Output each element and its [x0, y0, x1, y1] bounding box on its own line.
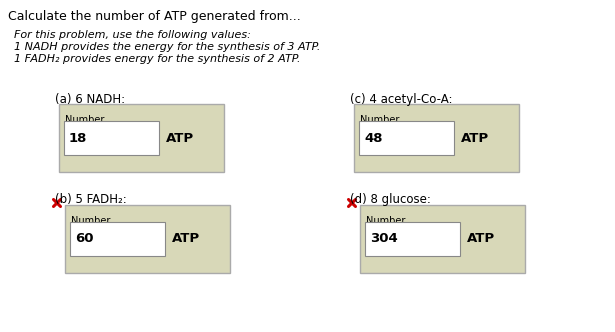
FancyBboxPatch shape [64, 121, 159, 155]
Text: Number: Number [71, 216, 110, 226]
Text: 60: 60 [75, 232, 93, 245]
Text: (d) 8 glucose:: (d) 8 glucose: [350, 193, 431, 206]
FancyBboxPatch shape [359, 121, 454, 155]
FancyBboxPatch shape [354, 104, 519, 172]
Text: ATP: ATP [166, 131, 194, 144]
Text: 1 NADH provides the energy for the synthesis of 3 ATP.: 1 NADH provides the energy for the synth… [14, 42, 320, 52]
FancyBboxPatch shape [65, 205, 230, 273]
Text: ATP: ATP [172, 232, 200, 245]
Text: 48: 48 [364, 131, 383, 144]
FancyBboxPatch shape [59, 104, 224, 172]
Text: 304: 304 [370, 232, 398, 245]
Text: 18: 18 [69, 131, 87, 144]
Text: For this problem, use the following values:: For this problem, use the following valu… [14, 30, 251, 40]
Text: (a) 6 NADH:: (a) 6 NADH: [55, 93, 125, 106]
Text: Calculate the number of ATP generated from...: Calculate the number of ATP generated fr… [8, 10, 301, 23]
Text: Number: Number [360, 115, 399, 125]
FancyBboxPatch shape [360, 205, 525, 273]
Text: Number: Number [65, 115, 105, 125]
Text: (b) 5 FADH₂:: (b) 5 FADH₂: [55, 193, 127, 206]
Text: 1 FADH₂ provides energy for the synthesis of 2 ATP.: 1 FADH₂ provides energy for the synthesi… [14, 54, 301, 64]
Text: (c) 4 acetyl-Co-A:: (c) 4 acetyl-Co-A: [350, 93, 453, 106]
Text: Number: Number [366, 216, 405, 226]
FancyBboxPatch shape [70, 222, 165, 256]
FancyBboxPatch shape [365, 222, 460, 256]
Text: ATP: ATP [461, 131, 489, 144]
Text: ATP: ATP [467, 232, 495, 245]
